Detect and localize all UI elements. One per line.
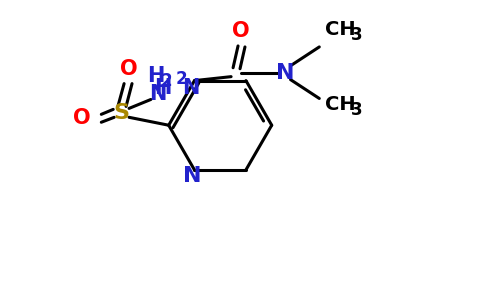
Text: N: N [276, 63, 295, 83]
Text: H: H [147, 66, 165, 86]
Text: H: H [154, 78, 171, 98]
Text: O: O [232, 21, 250, 41]
Text: 2: 2 [161, 72, 172, 90]
Text: CH: CH [325, 20, 356, 39]
Text: N: N [182, 78, 200, 98]
Text: 3: 3 [351, 101, 363, 119]
Text: N: N [183, 166, 202, 186]
Text: 3: 3 [351, 26, 363, 44]
Text: N: N [149, 83, 166, 103]
Text: CH: CH [325, 95, 356, 114]
Text: O: O [120, 59, 138, 79]
Text: O: O [73, 108, 91, 128]
Text: S: S [113, 103, 129, 123]
Text: 2: 2 [176, 70, 187, 88]
